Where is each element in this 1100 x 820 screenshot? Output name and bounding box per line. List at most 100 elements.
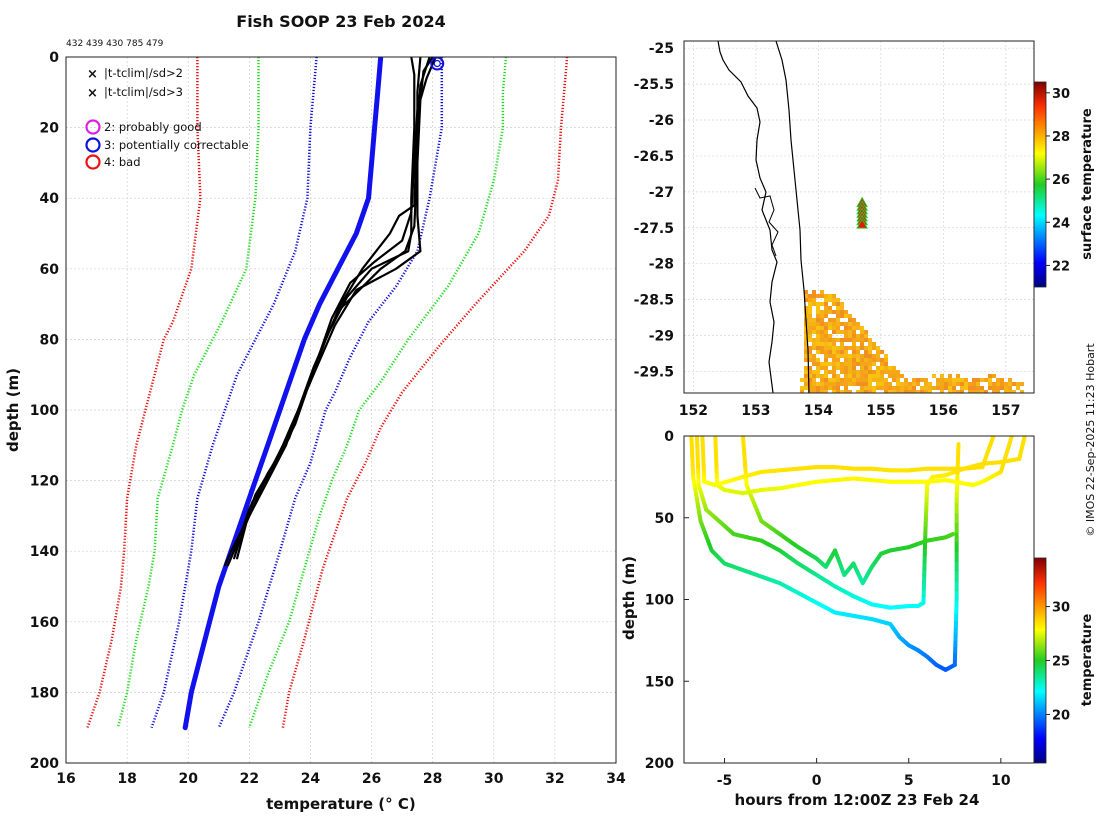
sst-pixel	[824, 382, 828, 386]
sst-pixel	[892, 370, 896, 374]
sst-pixel	[952, 378, 956, 382]
sst-pixel	[980, 390, 984, 393]
sst-pixel	[924, 378, 928, 382]
sst-pixel	[824, 314, 828, 318]
sst-pixel	[816, 302, 820, 306]
sst-pixel	[836, 326, 840, 330]
sst-pixel	[852, 346, 856, 350]
sst-pixel	[936, 386, 940, 390]
sst-pixel	[956, 374, 960, 378]
sst-pixel	[816, 318, 820, 322]
sst-pixel	[828, 354, 832, 358]
legend-flag-3sd: × |t-tclim|/sd>3	[87, 85, 183, 101]
sst-pixel	[828, 294, 832, 298]
sst-pixel	[992, 382, 996, 386]
sst-pixel	[824, 362, 828, 366]
series-line-clim-2sd	[248, 57, 508, 729]
sst-pixel	[824, 350, 828, 354]
sst-pixel	[956, 382, 960, 386]
sst-pixel	[856, 322, 860, 326]
sst-pixel	[804, 358, 808, 362]
sst-pixel	[832, 310, 836, 314]
sst-pixel	[1000, 378, 1004, 382]
sst-pixel	[840, 370, 844, 374]
x-tick-label: 26	[362, 771, 381, 787]
sst-pixel	[840, 390, 844, 393]
sst-pixel	[816, 350, 820, 354]
sst-pixel	[836, 318, 840, 322]
sst-pixel	[868, 390, 872, 393]
sst-pixel	[964, 382, 968, 386]
sst-pixel	[868, 358, 872, 362]
sst-pixel	[844, 362, 848, 366]
sst-pixel	[800, 390, 804, 393]
sst-pixel	[852, 374, 856, 378]
y-tick-label: 80	[40, 332, 60, 348]
sst-pixel	[836, 382, 840, 386]
sst-pixel	[828, 350, 832, 354]
map-y-tick-label: -25.5	[634, 77, 674, 93]
map-y-tick-label: -28.5	[634, 293, 674, 309]
sst-pixel	[832, 358, 836, 362]
sst-pixel	[852, 362, 856, 366]
sst-pixel	[884, 382, 888, 386]
sst-pixel	[820, 302, 824, 306]
sst-pixel	[816, 342, 820, 346]
sst-pixel	[816, 310, 820, 314]
sst-pixel	[812, 290, 816, 294]
sst-pixel	[824, 326, 828, 330]
sst-pixel	[1004, 390, 1008, 393]
sst-pixel	[844, 390, 848, 393]
sst-pixel	[852, 334, 856, 338]
sst-pixel	[856, 334, 860, 338]
sst-pixel	[836, 350, 840, 354]
sst-pixel	[992, 374, 996, 378]
sst-pixel	[876, 382, 880, 386]
sst-pixel	[860, 330, 864, 334]
sst-pixel	[856, 382, 860, 386]
sst-pixel	[852, 342, 856, 346]
sst-pixel	[816, 386, 820, 390]
chart-title: Fish SOOP 23 Feb 2024	[236, 12, 445, 31]
sst-pixel	[832, 370, 836, 374]
sst-pixel	[828, 310, 832, 314]
sst-pixel	[812, 390, 816, 393]
timeseries-colorbar	[1033, 557, 1047, 764]
sst-pixel	[820, 366, 824, 370]
sst-pixel	[840, 378, 844, 382]
sst-pixel	[832, 302, 836, 306]
y-tick-label: 160	[30, 615, 59, 631]
legend-cross-icon: ×	[87, 67, 98, 82]
sst-pixel	[884, 378, 888, 382]
sst-pixel	[812, 318, 816, 322]
sst-pixel	[948, 386, 952, 390]
sst-pixel	[1008, 378, 1012, 382]
sst-pixel	[852, 338, 856, 342]
sst-pixel	[876, 366, 880, 370]
sst-pixel	[812, 330, 816, 334]
sst-pixel	[1016, 382, 1020, 386]
ts-x-tick-label: -5	[717, 773, 733, 789]
sst-pixel	[848, 354, 852, 358]
sst-pixel	[832, 318, 836, 322]
sst-pixel	[836, 354, 840, 358]
sst-pixel	[832, 362, 836, 366]
sst-pixel	[940, 378, 944, 382]
sst-pixel	[828, 334, 832, 338]
profile-ids: 432 439 430 785 479	[66, 39, 164, 49]
sst-pixel	[840, 314, 844, 318]
sst-pixel	[996, 378, 1000, 382]
sst-pixel	[872, 362, 876, 366]
sst-pixel	[844, 350, 848, 354]
sst-pixel	[852, 318, 856, 322]
sst-pixel	[868, 370, 872, 374]
sst-pixel	[804, 378, 808, 382]
sst-pixel	[864, 334, 868, 338]
sst-pixel	[960, 386, 964, 390]
sst-pixel	[876, 354, 880, 358]
sst-pixel	[876, 386, 880, 390]
map-colorbar-label: surface temperature	[1080, 108, 1095, 260]
sst-pixel	[816, 374, 820, 378]
sst-pixel	[892, 366, 896, 370]
